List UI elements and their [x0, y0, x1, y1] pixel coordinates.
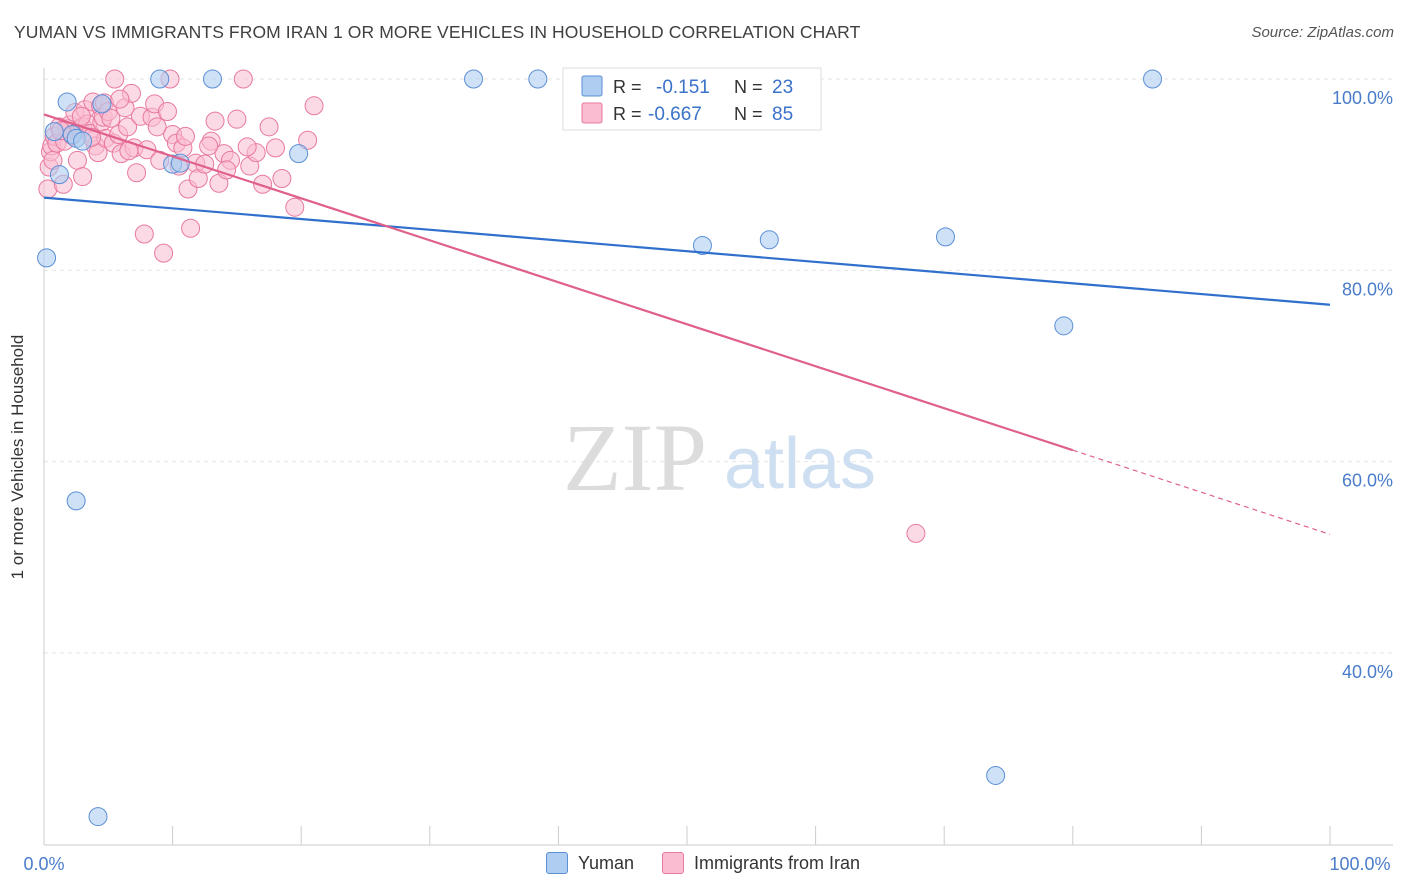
iran-point-30	[101, 108, 121, 128]
source-label: Source: ZipAtlas.com	[1251, 24, 1394, 41]
legend-n-value-1: 23	[772, 77, 793, 98]
iran-point-80	[175, 126, 195, 146]
y-tick-label-60: 60.0%	[1342, 471, 1393, 491]
legend-swatch-yuman	[581, 75, 603, 97]
x-tick-label-100: 100.0%	[1329, 854, 1390, 874]
legend-label-iran: Immigrants from Iran	[694, 852, 861, 873]
iran-point-70	[265, 138, 285, 158]
iran-point-71	[272, 168, 292, 188]
y-tick-label-100: 100.0%	[1332, 88, 1393, 108]
yuman-point-8	[150, 69, 170, 89]
y-axis-label: 1 or more Vehicles in Household	[8, 334, 27, 580]
yuman-point-4	[49, 165, 69, 185]
yuman-point-10	[170, 153, 190, 173]
legend-swatch-yuman-bottom	[545, 852, 568, 874]
legend-n-value-2: 85	[772, 104, 793, 125]
legend-n-label-2: N =	[734, 104, 763, 124]
legend-r-value-1: -0.151	[656, 77, 710, 98]
yuman-point-12	[289, 144, 309, 164]
iran-trend-extension	[1072, 449, 1331, 535]
iran-point-69	[259, 117, 279, 137]
yuman-point-14	[528, 69, 548, 89]
iran-trend-line	[43, 113, 1074, 452]
iran-point-41	[134, 224, 154, 244]
yuman-point-6	[88, 807, 108, 827]
legend-r-value-2: -0.667	[648, 104, 702, 125]
watermark-zip: ZIP	[563, 404, 707, 511]
legend-box: R = -0.151 N = 23 R = -0.667 N = 85	[562, 67, 822, 131]
series-yuman-points	[37, 69, 1163, 827]
yuman-point-18	[986, 765, 1006, 785]
yuman-point-19	[1054, 316, 1074, 336]
iran-point-81	[199, 136, 219, 156]
iran-point-47	[154, 243, 174, 263]
series-iran-points	[38, 69, 926, 543]
chart-title: YUMAN VS IMMIGRANTS FROM IRAN 1 OR MORE …	[14, 22, 861, 42]
iran-point-65	[233, 69, 253, 89]
iran-point-78	[110, 89, 130, 109]
iran-point-73	[298, 130, 318, 150]
y-tick-label-80: 80.0%	[1342, 279, 1393, 299]
legend-item-iran: Immigrants from Iran	[662, 852, 860, 874]
legend-label-yuman: Yuman	[577, 852, 634, 873]
watermark: ZIP atlas	[563, 404, 876, 511]
iran-point-39	[127, 163, 147, 183]
x-tick-label-0: 0.0%	[23, 854, 64, 874]
yuman-point-5	[66, 491, 86, 511]
iran-point-48	[157, 102, 177, 122]
trend-lines	[43, 113, 1331, 535]
legend-swatch-iran	[581, 102, 603, 124]
iran-point-74	[304, 96, 324, 116]
iran-point-84	[906, 523, 926, 543]
axes: 40.0% 60.0% 80.0% 100.0% 0.0% 100.0%	[23, 68, 1393, 874]
yuman-point-15	[692, 235, 712, 255]
legend-swatch-iran-bottom	[662, 852, 684, 874]
iran-point-17	[73, 167, 93, 187]
yuman-point-0	[37, 248, 57, 268]
watermark-atlas: atlas	[724, 424, 876, 504]
iran-point-68	[253, 174, 273, 194]
yuman-point-1	[57, 92, 77, 112]
iran-point-60	[205, 111, 225, 131]
iran-point-32	[105, 69, 125, 89]
iran-point-64	[227, 109, 247, 129]
legend-r-label-2: R =	[613, 104, 642, 124]
yuman-point-22	[73, 131, 93, 151]
legend-r-label-1: R =	[613, 77, 642, 97]
y-tick-label-40: 40.0%	[1342, 662, 1393, 682]
legend-n-label-1: N =	[734, 77, 763, 97]
yuman-point-16	[759, 230, 779, 250]
bottom-legend: Yuman Immigrants from Iran	[0, 852, 1406, 874]
yuman-point-20	[1143, 69, 1163, 89]
iran-point-36	[118, 117, 138, 137]
iran-point-72	[285, 197, 305, 217]
yuman-trend-line	[43, 196, 1331, 306]
yuman-point-21	[44, 122, 64, 142]
yuman-point-17	[935, 227, 955, 247]
yuman-point-13	[464, 69, 484, 89]
iran-point-14	[67, 150, 87, 170]
yuman-point-11	[202, 69, 222, 89]
iran-point-55	[181, 218, 201, 238]
iran-point-83	[237, 137, 257, 157]
yuman-point-7	[92, 94, 112, 114]
iran-point-76	[71, 106, 91, 126]
legend-item-yuman: Yuman	[545, 852, 634, 874]
iran-point-45	[147, 117, 167, 137]
